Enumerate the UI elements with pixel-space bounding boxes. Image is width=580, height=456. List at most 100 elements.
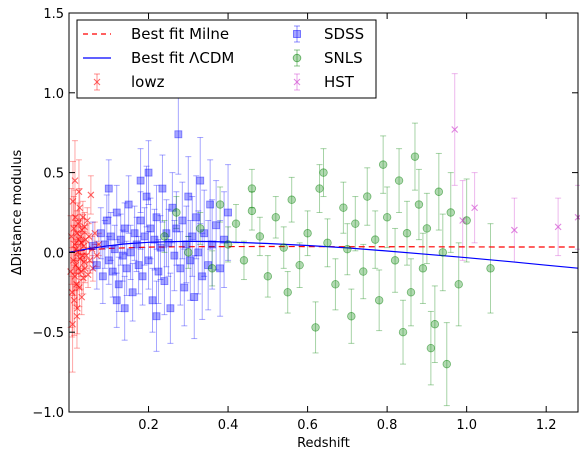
data-point-x [471, 204, 478, 212]
fit-curve [68, 240, 579, 269]
data-point-x [95, 241, 103, 248]
data-point-square [198, 272, 207, 281]
data-point-square [112, 208, 121, 217]
y-tick-label: 0.5 [43, 167, 64, 182]
data-point-circle [410, 152, 420, 161]
x-tick-label: 0.2 [138, 418, 159, 433]
data-point-square [188, 232, 197, 241]
data-point-square [224, 208, 232, 217]
data-point-circle [303, 229, 312, 238]
y-tick-label: −0.5 [32, 326, 64, 341]
data-point-circle [184, 248, 193, 257]
data-point-square [180, 283, 189, 292]
data-point-circle [486, 264, 495, 273]
data-point-circle [196, 224, 205, 233]
data-point-x [75, 284, 83, 291]
data-point-circle [390, 256, 400, 265]
data-point-x [81, 223, 88, 231]
data-point-circle [231, 219, 241, 228]
x-tick-label: 0.8 [377, 418, 398, 433]
legend-marker-square [293, 30, 301, 38]
data-point-square [144, 168, 153, 177]
y-tick-label: 1.5 [43, 7, 64, 22]
data-point-circle [315, 184, 324, 193]
data-point-circle [283, 288, 292, 297]
data-point-square [116, 235, 125, 244]
data-point-square [148, 296, 157, 305]
data-point-square [216, 264, 225, 273]
y-tick-label: 0.0 [43, 246, 64, 261]
data-point-x [69, 256, 77, 264]
data-point-square [96, 229, 105, 238]
data-point-x [77, 268, 85, 275]
data-point-square [166, 304, 175, 313]
data-point-x [78, 293, 86, 301]
data-point-square [158, 184, 167, 193]
data-point-circle [442, 359, 451, 369]
data-point-square [178, 216, 187, 225]
data-point-square [194, 248, 203, 257]
data-point-circle [207, 264, 217, 273]
data-point-x [93, 252, 101, 259]
data-point-x [69, 197, 77, 205]
data-point-x [69, 320, 76, 328]
data-point-square [190, 293, 199, 301]
data-point-square [186, 256, 195, 265]
data-point-square [174, 130, 183, 139]
data-point-circle [247, 206, 257, 216]
data-point-square [176, 264, 185, 273]
data-point-x [80, 258, 88, 266]
data-point-x [87, 191, 95, 199]
data-point-circle [279, 243, 288, 252]
data-point-circle [160, 232, 169, 241]
data-point-x [451, 126, 459, 133]
data-point-square [92, 261, 101, 270]
data-point-circle [398, 328, 408, 337]
data-point-circle [239, 256, 249, 265]
data-point-x [74, 220, 82, 228]
data-point-square [114, 280, 123, 289]
legend-marker-circle [292, 53, 302, 63]
data-point-square [128, 288, 137, 297]
data-point-circle [331, 280, 340, 289]
data-point-x [459, 217, 467, 224]
data-point-circle [382, 213, 392, 222]
data-point-square [136, 176, 145, 185]
data-point-x [84, 271, 92, 279]
data-point-square [132, 240, 141, 249]
y-axis-label: ΔDistance modulus [10, 149, 25, 275]
data-point-square [106, 232, 115, 241]
data-point-x [71, 272, 79, 280]
data-point-square [172, 224, 181, 233]
data-point-circle [215, 200, 225, 209]
data-point-x [83, 217, 91, 224]
data-point-circle [255, 232, 265, 241]
data-point-circle [343, 245, 352, 254]
data-point-square [184, 192, 193, 201]
legend: Best fit Milne Best fit ΛCDM lowz SDSS SNLS H… [76, 19, 377, 99]
legend-label: Best fit Milne [131, 25, 229, 43]
data-point-x [74, 249, 82, 256]
data-point-square [134, 261, 143, 270]
plot-frame [68, 12, 579, 413]
data-point-x [86, 256, 94, 264]
data-point-x [78, 226, 86, 234]
data-point-square [146, 224, 155, 233]
data-point-square [196, 176, 205, 185]
x-tick-label: 0.6 [297, 418, 318, 433]
data-point-square [192, 213, 201, 222]
x-tick-label: 1.0 [456, 418, 477, 433]
data-point-circle [454, 280, 463, 289]
data-point-x [75, 236, 83, 244]
data-point-circle [422, 224, 432, 233]
data-point-x [71, 177, 79, 184]
data-point-square [144, 256, 153, 265]
data-point-circle [430, 320, 440, 329]
data-point-circle [406, 288, 416, 297]
data-point-x [70, 296, 78, 304]
data-point-square [160, 277, 169, 286]
data-point-circle [414, 200, 424, 209]
data-point-circle [378, 160, 388, 169]
data-point-circle [402, 229, 412, 238]
